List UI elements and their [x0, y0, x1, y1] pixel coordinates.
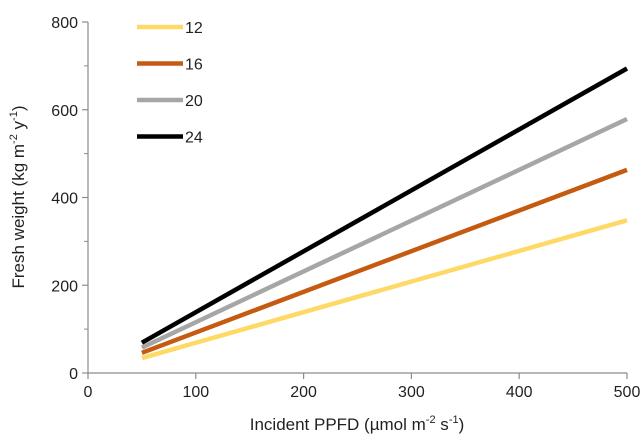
x-tick-label: 300: [398, 384, 425, 401]
series-line-24: [140, 66, 629, 345]
legend-label-20: 20: [185, 93, 203, 110]
x-tick-label: 400: [506, 384, 533, 401]
y-ticks: 0 200 400 600 800: [51, 15, 88, 383]
x-ticks: 0 100 200 300 400 500: [84, 373, 641, 401]
legend: 12 16 20 24: [137, 20, 203, 147]
y-tick-label: 600: [51, 103, 78, 120]
y-axis-title: Fresh weight (kg m-2 y-1): [8, 105, 28, 288]
legend-label-12: 12: [185, 20, 203, 37]
x-axis-title: Incident PPFD (µmol m-2 s-1): [250, 414, 465, 434]
series-line-12: [141, 218, 628, 361]
legend-label-16: 16: [185, 57, 203, 74]
x-tick-label: 200: [290, 384, 317, 401]
y-tick-label: 200: [51, 278, 78, 295]
y-tick-label: 0: [69, 366, 78, 383]
y-tick-label: 800: [51, 15, 78, 32]
axes: [87, 22, 627, 374]
series-line-20: [140, 116, 628, 350]
x-tick-label: 0: [84, 384, 93, 401]
x-tick-label: 100: [182, 384, 209, 401]
legend-label-24: 24: [185, 130, 203, 147]
series-lines: [140, 66, 629, 361]
series-line-16: [141, 167, 628, 355]
y-tick-label: 400: [51, 191, 78, 208]
x-tick-label: 500: [614, 384, 641, 401]
